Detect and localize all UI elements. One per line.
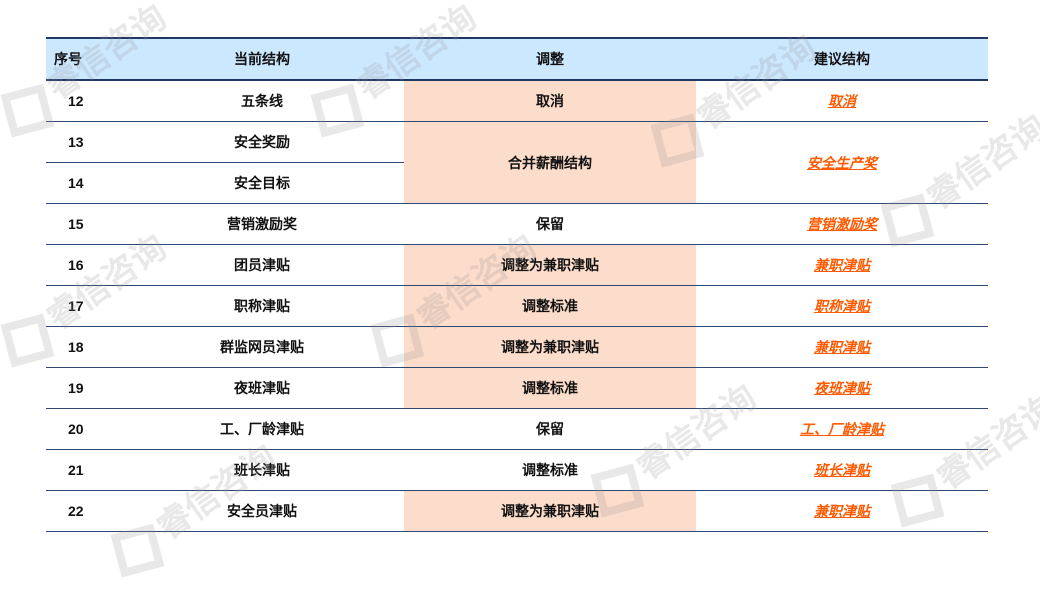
- suggest-link[interactable]: 班长津贴: [814, 463, 870, 479]
- table-header: 序号 当前结构 调整 建议结构: [46, 37, 988, 81]
- cell-adjust: 调整为兼职津贴: [404, 490, 696, 532]
- table-row: 15 营销激励奖 保留 营销激励奖: [46, 203, 988, 245]
- cell-current: 安全奖励: [120, 121, 404, 163]
- cell-no: 12: [46, 80, 120, 122]
- cell-adjust: 调整标准: [404, 285, 696, 327]
- cell-current: 职称津贴: [120, 285, 404, 327]
- cell-no: 16: [46, 244, 120, 286]
- table-row: 13 安全奖励 合并薪酬结构 安全生产奖: [46, 121, 988, 204]
- cell-no: 20: [46, 408, 120, 450]
- cell-adjust: 保留: [404, 203, 696, 245]
- table-row: 14 安全目标: [46, 162, 988, 204]
- header-suggest: 建议结构: [696, 37, 988, 81]
- header-adjust: 调整: [404, 37, 696, 81]
- table-row: 17 职称津贴 调整标准 职称津贴: [46, 285, 988, 327]
- cell-current: 夜班津贴: [120, 367, 404, 409]
- cell-current: 工、厂龄津贴: [120, 408, 404, 450]
- table-row: 12 五条线 取消 取消: [46, 80, 988, 122]
- suggest-link[interactable]: 工、厂龄津贴: [800, 422, 884, 438]
- suggest-link[interactable]: 兼职津贴: [814, 504, 870, 520]
- cell-current: 五条线: [120, 80, 404, 122]
- cell-current: 安全员津贴: [120, 490, 404, 532]
- suggest-link[interactable]: 夜班津贴: [814, 381, 870, 397]
- table-row: 20 工、厂龄津贴 保留 工、厂龄津贴: [46, 408, 988, 450]
- cell-adjust: 调整标准: [404, 367, 696, 409]
- suggest-link[interactable]: 取消: [828, 94, 856, 110]
- cell-no: 22: [46, 490, 120, 532]
- suggest-link[interactable]: 安全生产奖: [807, 155, 877, 172]
- header-current: 当前结构: [120, 37, 404, 81]
- cell-current: 营销激励奖: [120, 203, 404, 245]
- cell-current: 班长津贴: [120, 449, 404, 491]
- cell-no: 14: [46, 162, 120, 204]
- header-no: 序号: [46, 37, 120, 81]
- table-row: 16 团员津贴 调整为兼职津贴 兼职津贴: [46, 244, 988, 286]
- cell-current: 群监网员津贴: [120, 326, 404, 368]
- table-row: 18 群监网员津贴 调整为兼职津贴 兼职津贴: [46, 326, 988, 368]
- suggest-link[interactable]: 职称津贴: [814, 299, 870, 315]
- suggest-link[interactable]: 营销激励奖: [807, 217, 877, 233]
- table-row: 21 班长津贴 调整标准 班长津贴: [46, 449, 988, 491]
- cell-no: 19: [46, 367, 120, 409]
- cell-adjust: 调整为兼职津贴: [404, 326, 696, 368]
- cell-current: 安全目标: [120, 162, 404, 204]
- cell-current: 团员津贴: [120, 244, 404, 286]
- table-row: 19 夜班津贴 调整标准 夜班津贴: [46, 367, 988, 409]
- suggest-link[interactable]: 兼职津贴: [814, 258, 870, 274]
- cell-adjust: 调整标准: [404, 449, 696, 491]
- cell-adjust: 保留: [404, 408, 696, 450]
- cell-no: 17: [46, 285, 120, 327]
- cell-adjust: 调整为兼职津贴: [404, 244, 696, 286]
- cell-no: 18: [46, 326, 120, 368]
- structure-table: 序号 当前结构 调整 建议结构 12 五条线 取消 取消 13 安全奖励 合并薪…: [46, 37, 988, 532]
- cell-no: 13: [46, 121, 120, 163]
- suggest-link[interactable]: 兼职津贴: [814, 340, 870, 356]
- table-row: 22 安全员津贴 调整为兼职津贴 兼职津贴: [46, 490, 988, 532]
- cell-adjust: 合并薪酬结构: [404, 121, 696, 204]
- cell-adjust: 取消: [404, 80, 696, 122]
- cell-no: 21: [46, 449, 120, 491]
- cell-no: 15: [46, 203, 120, 245]
